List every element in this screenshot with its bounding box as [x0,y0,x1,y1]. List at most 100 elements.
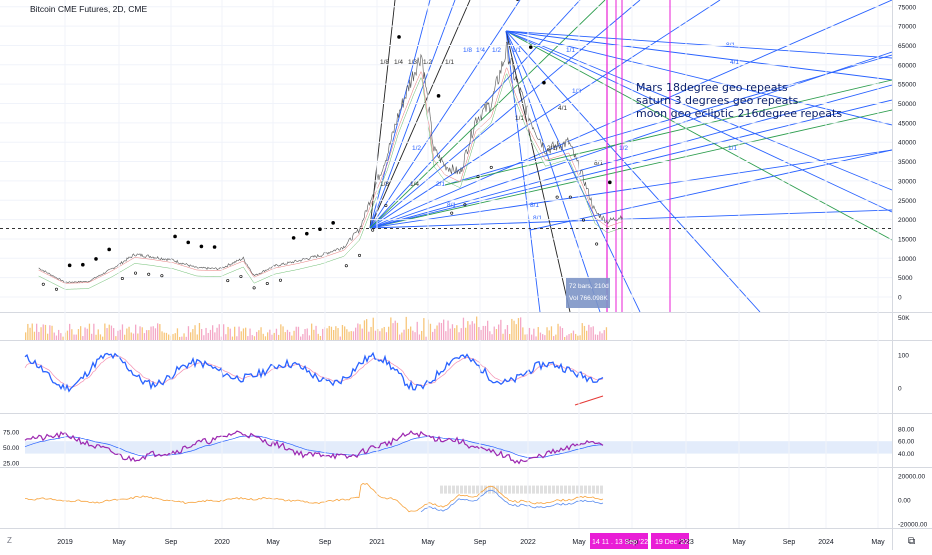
volume-bar [304,329,306,340]
tooltip-bars: 72 bars, 210d [569,283,609,290]
volume-bar [568,334,570,340]
osc-band-block [476,485,479,494]
sar-dot [371,228,375,232]
volume-bar [143,333,146,340]
z-label[interactable]: Z [7,536,12,545]
fan-line-2 [505,30,892,81]
time-tick-label: 2020 [214,539,230,546]
volume-bar [258,330,260,340]
sar-dot [318,227,322,232]
time-tick-label: 2024 [818,539,834,546]
time-highlight-2-box [651,533,689,549]
volume-bar [597,334,599,340]
volume-bar [467,321,469,340]
sar-dot [568,195,572,199]
volume-bar [423,318,425,340]
tv-logo-icon[interactable]: ⧉ [908,536,915,547]
volume-bar [322,328,324,340]
time-tick-label: May [112,539,126,546]
volume-bar [550,326,553,340]
volume-bar [38,331,40,340]
fan-label: 2/1 [547,145,556,152]
volume-bar [579,335,581,340]
fan-line-1 [369,0,892,229]
volume-bar [269,329,271,340]
time-tick-label: Sep [783,539,796,546]
stoch-tick: 0 [898,386,902,393]
osc-band-block [560,485,563,494]
osc-band-block [520,485,523,494]
volume-bar [293,330,295,340]
fan-line-2 [505,30,571,312]
rsi-left-tick: 25.00 [3,460,20,467]
price-tick-label: 65000 [898,43,916,50]
volume-bar [69,323,71,340]
volume-bar [205,327,207,340]
volume-bar [407,328,410,340]
ma-line [38,67,623,284]
volume-bar [73,334,75,340]
volume-bar [190,332,192,340]
volume-bar [179,336,181,340]
volume-bar [82,336,84,340]
axes: 2019 May Sep 2020 May Sep 2021 May Sep 2022 May Sep… [3,0,928,546]
volume-bar [198,323,201,340]
price-tick-label: 0 [898,295,902,302]
fan-line-3 [529,149,892,231]
fan-line-1 [369,0,581,229]
volume-bar [421,330,423,340]
volume-bar [240,331,242,340]
volume-bar [273,332,275,340]
fan-label: 1/2 [412,145,421,152]
osc-band-block [460,485,463,494]
volume-bar [506,325,509,340]
oscillator-line-2 [420,489,604,513]
price-tick-label: 5000 [898,275,913,282]
osc-tick: 20000.00 [898,474,925,481]
astro-annotation[interactable]: Mars 18degree geo repeats saturn 3 degre… [636,81,842,120]
volume-bar [284,332,286,340]
volume-bar [493,326,495,340]
annotation-line-3: moon geo ecliptic 216degree repeats [636,107,842,120]
fan-label: 1/3 [408,59,417,66]
divergence-arrow [574,395,604,406]
rsi-tick: 40.00 [898,451,915,458]
volume-bar [271,334,273,340]
volume-bar [511,318,513,340]
volume-bar [575,333,577,340]
time-tick-label: Sep [626,539,639,546]
fan-line-1 [369,84,892,229]
volume-bar [60,333,62,340]
volume-bar [344,326,346,340]
volume-bar [148,330,150,340]
volume-bar [234,326,236,340]
volume-bar [278,334,280,340]
sar-dot [542,80,546,85]
volume-bar [559,326,561,340]
volume-bar [80,326,82,340]
sar-dot [476,175,480,179]
volume-bar [509,333,511,340]
volume-bar [557,323,559,340]
volume-bar [425,336,427,340]
volume-bar [249,328,251,340]
rsi-tick: 80.00 [898,426,915,433]
volume-bar [209,329,212,340]
sar-dot [199,244,204,249]
fan-label: 1/8 [380,181,389,188]
volume-bar [225,334,227,340]
volume-bar [196,334,198,340]
osc-band-block [472,485,475,494]
volume-bar [286,329,289,340]
annotation-line-2: saturn 3 degrees geo repeats [636,94,799,107]
volume-bar [447,320,449,340]
fan-line-2 [505,30,892,241]
osc-band-block [592,485,595,494]
volume-bar [405,316,407,340]
volume-bar [537,327,539,340]
osc-band-block [548,485,551,494]
osc-band-block [456,485,459,494]
osc-band-block [544,485,547,494]
osc-band-block [576,485,579,494]
volume-bar [218,324,220,340]
